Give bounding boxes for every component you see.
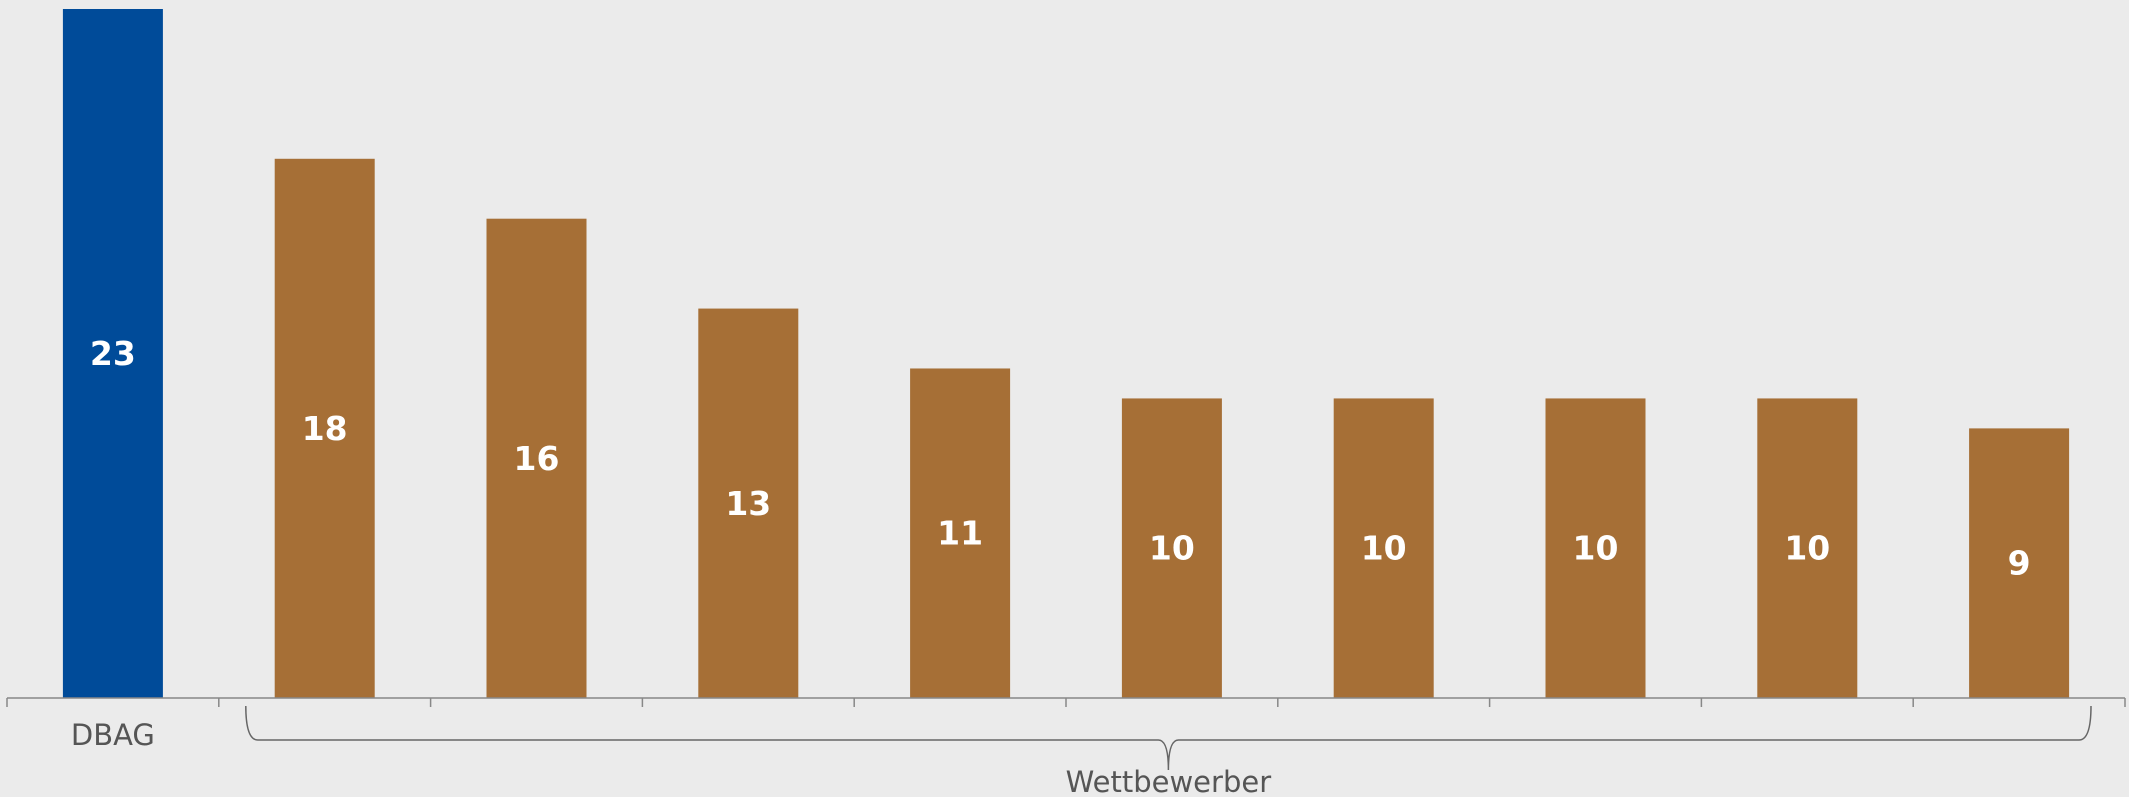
value-label: 16 bbox=[514, 439, 560, 478]
bar bbox=[1545, 398, 1646, 698]
bar bbox=[62, 9, 163, 698]
bar bbox=[1757, 398, 1858, 698]
value-label: 11 bbox=[937, 514, 983, 553]
value-label: 9 bbox=[2008, 544, 2031, 583]
value-label: 10 bbox=[1784, 529, 1830, 568]
value-label: 23 bbox=[90, 334, 136, 373]
value-label: 10 bbox=[1149, 529, 1195, 568]
bar bbox=[698, 308, 799, 698]
value-label: 10 bbox=[1361, 529, 1407, 568]
annotation: Wettbewerber bbox=[1066, 765, 1272, 797]
value-label: 18 bbox=[302, 409, 348, 448]
bar bbox=[486, 218, 587, 698]
x-tick-label: DBAG bbox=[71, 718, 155, 752]
bar bbox=[1969, 428, 2070, 698]
bar bbox=[910, 368, 1011, 698]
bar bbox=[274, 158, 375, 699]
bar bbox=[1121, 398, 1222, 698]
brace bbox=[245, 705, 2092, 771]
bar bbox=[1333, 398, 1434, 698]
value-label: 10 bbox=[1573, 529, 1619, 568]
value-label: 13 bbox=[725, 484, 771, 523]
